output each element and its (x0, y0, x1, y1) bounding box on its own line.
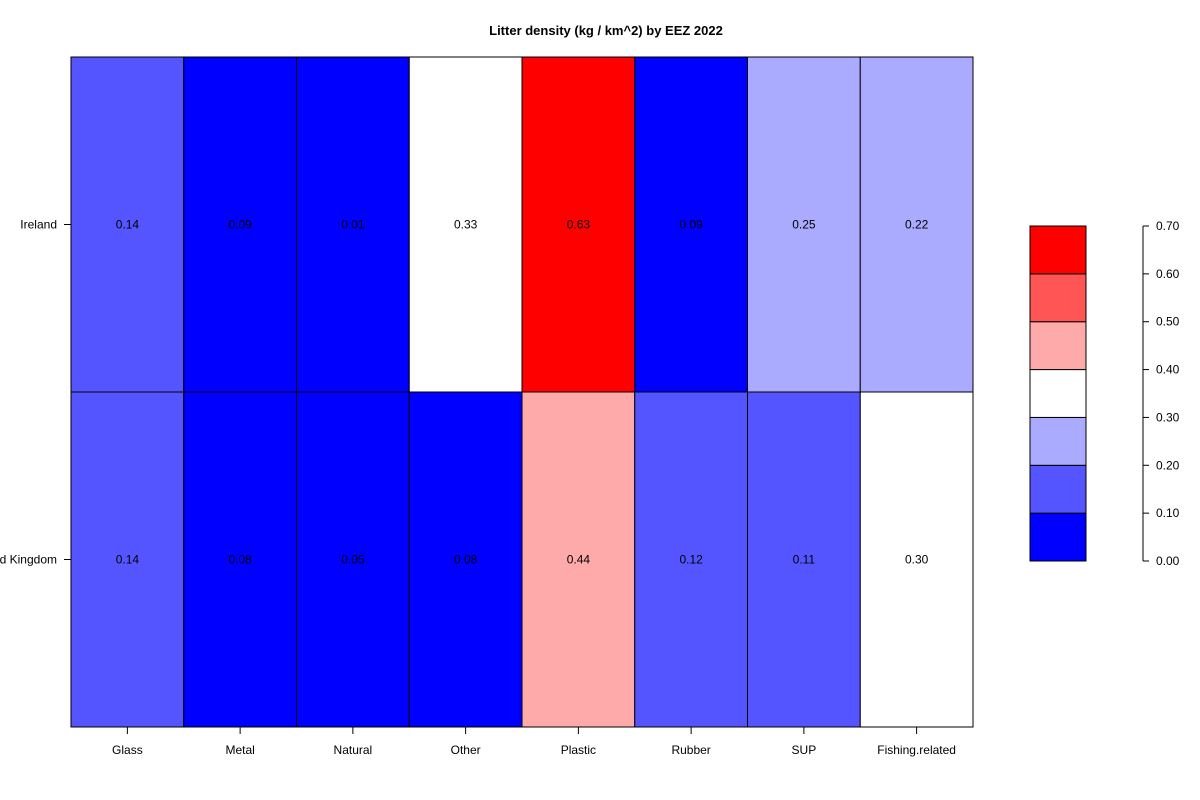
x-tick-label: Rubber (671, 743, 710, 757)
heatmap-cell (183, 391, 297, 728)
legend-tick-label: 0.10 (1156, 506, 1180, 520)
cell-value-label: 0.09 (679, 218, 703, 232)
heatmap-cell (408, 391, 523, 728)
cell-value-label: 0.14 (116, 553, 140, 567)
y-tick-label: Ireland (20, 218, 57, 232)
y-axis: Ireland d Kingdom (0, 218, 71, 567)
x-tick-label: Other (451, 743, 481, 757)
cell-value-label: 0.08 (228, 553, 252, 567)
legend-color-swatch (1029, 369, 1087, 418)
heatmap-cell (859, 391, 974, 728)
cell-value-label: 0.14 (116, 218, 140, 232)
cell-value-label: 0.63 (567, 218, 591, 232)
legend-color-swatch (1029, 225, 1087, 275)
cell-value-labels: 0.14 0.09 0.01 0.33 0.63 0.09 0.25 0.22 0.14 0.08… (116, 218, 929, 567)
cell-value-label: 0.11 (793, 553, 816, 567)
heatmap-cell (70, 56, 185, 393)
x-tick-label: Metal (225, 743, 254, 757)
cell-value-label: 0.33 (454, 218, 478, 232)
legend-color-swatch (1029, 512, 1087, 562)
chart-title: Litter density (kg / km^2) by EEZ 2022 (489, 23, 723, 38)
heatmap-cell (747, 56, 861, 393)
heatmap-cell (183, 56, 297, 393)
legend-tick-label: 0.50 (1156, 315, 1180, 329)
heatmap-cell (296, 56, 410, 393)
heatmap-cell (634, 391, 748, 728)
legend-color-swatch (1029, 464, 1087, 514)
x-tick-label: SUP (792, 743, 817, 757)
legend-tick-label: 0.30 (1156, 410, 1180, 424)
heatmap-cell (859, 56, 974, 393)
heatmap-cell (634, 56, 748, 393)
cell-value-label: 0.22 (905, 218, 929, 232)
legend-tick-label: 0.60 (1156, 267, 1180, 281)
cell-value-label: 0.01 (341, 218, 365, 232)
legend-tick-label: 0.00 (1156, 554, 1180, 568)
heatmap-cell (521, 391, 636, 728)
cell-value-label: 0.05 (341, 553, 365, 567)
x-tick-label: Natural (334, 743, 373, 757)
cell-value-label: 0.25 (792, 218, 816, 232)
cell-value-label: 0.08 (454, 553, 478, 567)
x-tick-label: Plastic (561, 743, 596, 757)
x-tick-label: Glass (112, 743, 143, 757)
heatmap-cells (70, 56, 974, 728)
heatmap-cell (747, 391, 861, 728)
legend-color-swatch (1029, 416, 1087, 466)
x-tick-label: Fishing.related (877, 743, 956, 757)
y-tick-label: d Kingdom (0, 553, 57, 567)
cell-value-label: 0.09 (228, 218, 252, 232)
cell-value-label: 0.44 (567, 553, 591, 567)
legend-tick-label: 0.40 (1156, 363, 1180, 377)
legend-tick-label: 0.20 (1156, 458, 1180, 472)
heatmap-cell (521, 56, 636, 393)
legend-tick-label: 0.70 (1156, 219, 1180, 233)
x-axis: Glass Metal Natural Other Plastic Rubber SUP Fi… (112, 727, 956, 757)
cell-value-label: 0.12 (679, 553, 703, 567)
legend-color-swatch (1029, 321, 1087, 371)
legend-color-swatch (1029, 273, 1087, 323)
heatmap-cell (408, 56, 523, 393)
color-legend: 0.00 0.10 0.20 0.30 0.40 0.50 0.60 0.70 (1029, 219, 1180, 568)
cell-value-label: 0.30 (905, 553, 929, 567)
